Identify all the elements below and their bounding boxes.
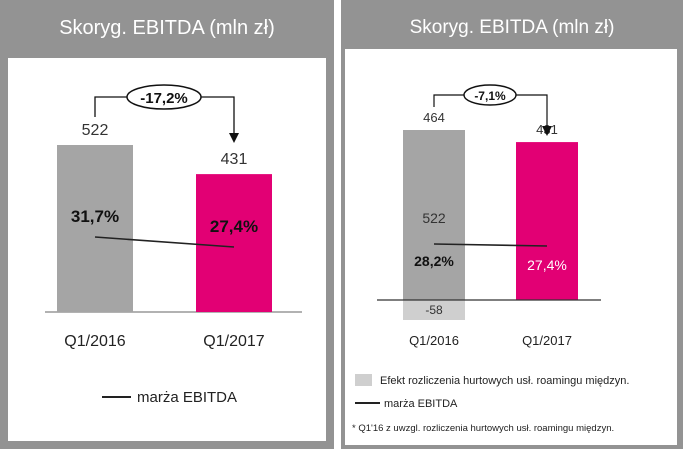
left-bar-q1-2016: [57, 145, 133, 312]
right-margin-label-q1-2017: 27,4%: [527, 257, 567, 273]
left-change-bubble: [126, 84, 202, 110]
left-bar-q1-2017: [196, 174, 272, 312]
left-category-label-q1-2017: Q1/2017: [203, 333, 264, 350]
left-margin-label-q1-2017: 27,4%: [210, 217, 258, 236]
right-category-label-q1-2016: Q1/2016: [409, 333, 459, 348]
right-value-label-q1-2016: 464: [423, 110, 445, 125]
left-value-label-q1-2017: 431: [221, 151, 248, 168]
right-margin-line: [433, 243, 548, 247]
left-value-label-q1-2016: 522: [82, 122, 109, 139]
left-legend-label: marża EBITDA: [137, 389, 237, 406]
left-change-label: -17,2%: [140, 90, 188, 107]
right-category-label-q1-2017: Q1/2017: [522, 333, 572, 348]
right-change-label: -7,1%: [474, 89, 506, 103]
right-legend-margin-label: marża EBITDA: [384, 398, 458, 410]
right-roaming-effect-bar: [403, 300, 465, 320]
right-bar-q1-2016: [403, 130, 465, 300]
right-legend-roaming-label: Efekt rozliczenia hurtowych usł. roaming…: [380, 375, 629, 387]
right-inner-label: 522: [422, 210, 446, 226]
right-chart-title: Skoryg. EBITDA (mln zł): [409, 17, 615, 38]
right-change-bubble: [463, 84, 517, 106]
left-margin-label-q1-2016: 31,7%: [71, 207, 119, 226]
left-chart: 522 431 31,7% 27,4% Q1/2016 Q1/2017 -17,…: [45, 84, 302, 406]
right-chart: 464 431 522 -58 28,2% 27,4% Q1/2016 Q1/2…: [352, 84, 629, 434]
right-legend-roaming-swatch: [355, 374, 372, 386]
left-margin-line: [94, 236, 235, 248]
right-margin-label-q1-2016: 28,2%: [414, 253, 454, 269]
left-chart-title: Skoryg. EBITDA (mln zł): [59, 17, 275, 39]
left-category-label-q1-2016: Q1/2016: [64, 333, 125, 350]
right-chart-area: [345, 49, 677, 445]
right-bar-q1-2017: [516, 142, 578, 300]
right-chart-panel: Skoryg. EBITDA (mln zł): [341, 0, 683, 449]
right-roaming-effect-label: -58: [425, 303, 443, 317]
right-footnote: * Q1'16 z uwzgl. rozliczenia hurtowych u…: [352, 423, 614, 434]
